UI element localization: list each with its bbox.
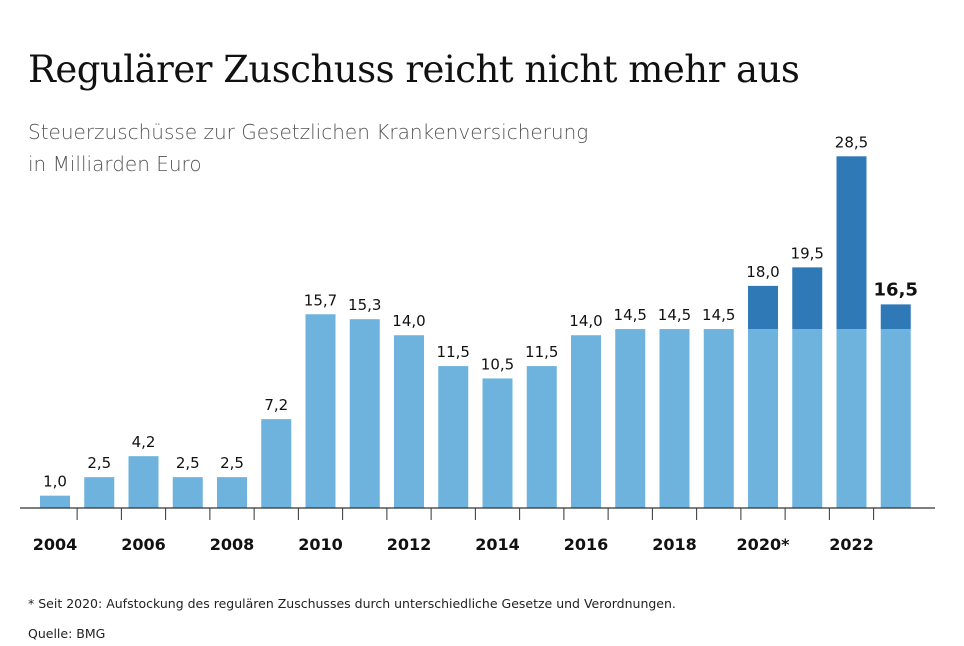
- bar-2022-regular: [836, 329, 867, 508]
- bar-2020-regular: [748, 329, 778, 508]
- bar-2005-regular: [84, 477, 115, 508]
- value-label: 14,5: [702, 306, 735, 324]
- value-label: 28,5: [835, 133, 868, 151]
- x-tick-label: 2016: [564, 535, 609, 554]
- bar-2019-regular: [703, 329, 734, 508]
- value-label: 10,5: [481, 355, 514, 373]
- bar-2007-regular: [172, 477, 203, 508]
- bar-2017-regular: [615, 329, 646, 508]
- value-label: 18,0: [746, 263, 779, 281]
- value-label: 15,3: [348, 296, 381, 314]
- bar-2009-regular: [261, 419, 292, 508]
- value-label: 14,0: [569, 312, 602, 330]
- bar-2012-regular: [394, 335, 424, 508]
- x-tick-label: 2004: [33, 535, 78, 554]
- bar-2023-regular: [880, 329, 911, 508]
- value-label: 14,0: [392, 312, 425, 330]
- value-label: 7,2: [264, 396, 288, 414]
- bar-2023-top-up: [880, 304, 911, 330]
- value-label: 11,5: [525, 343, 558, 361]
- footnote: * Seit 2020: Aufstockung des regulären Z…: [28, 596, 676, 611]
- bar-2020-top-up: [748, 285, 778, 330]
- value-label: 1,0: [43, 473, 67, 491]
- bar-2014-regular: [482, 378, 513, 508]
- value-label: 2,5: [87, 454, 111, 472]
- value-label: 15,7: [304, 291, 337, 309]
- chart-subtitle: Steuerzuschüsse zur Gesetzlichen Kranken…: [28, 120, 589, 144]
- value-label: 14,5: [614, 306, 647, 324]
- x-tick-label: 2014: [475, 535, 520, 554]
- bar-2008-regular: [217, 477, 247, 508]
- bar-2011-regular: [349, 319, 380, 508]
- value-label: 2,5: [220, 454, 244, 472]
- x-tick-label: 2010: [298, 535, 343, 554]
- bar-2016-regular: [571, 335, 601, 508]
- bar-2006-regular: [128, 456, 159, 508]
- value-label: 19,5: [791, 244, 824, 262]
- value-label: 11,5: [437, 343, 470, 361]
- bar-2015-regular: [526, 366, 557, 508]
- value-label: 2,5: [176, 454, 200, 472]
- x-tick-label: 2018: [652, 535, 697, 554]
- value-label: 16,5: [874, 279, 918, 300]
- bar-2013-regular: [438, 366, 469, 508]
- bar-2021-regular: [792, 329, 823, 508]
- chart-title: Regulärer Zuschuss reicht nicht mehr aus: [28, 48, 800, 91]
- bar-2004-regular: [40, 495, 70, 508]
- x-tick-label: 2020*: [737, 535, 791, 554]
- value-label: 14,5: [658, 306, 691, 324]
- bar-2010-regular: [305, 314, 336, 508]
- bar-2018-regular: [659, 329, 690, 508]
- source: Quelle: BMG: [28, 626, 106, 641]
- x-tick-label: 2008: [210, 535, 255, 554]
- x-tick-label: 2012: [387, 535, 432, 554]
- bar-2021-top-up: [792, 267, 823, 330]
- x-tick-label: 2006: [121, 535, 166, 554]
- x-tick-label: 2022: [829, 535, 874, 554]
- bar-2022-top-up: [836, 156, 867, 330]
- chart-unit: in Milliarden Euro: [28, 152, 202, 176]
- value-label: 4,2: [132, 433, 156, 451]
